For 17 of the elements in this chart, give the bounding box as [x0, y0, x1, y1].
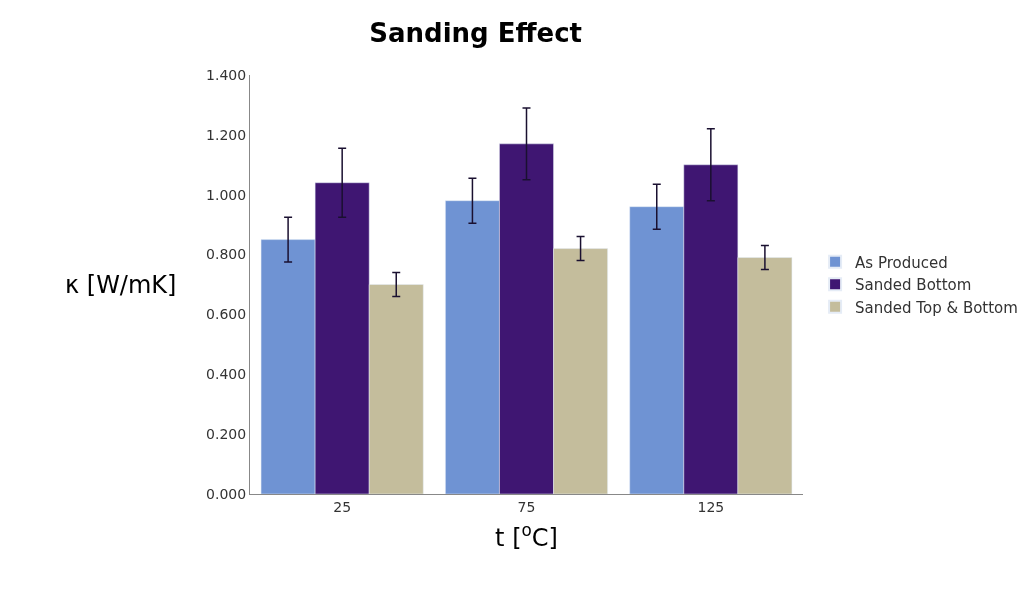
y-tick-label: 1.200: [206, 126, 247, 143]
y-tick-label: 0.400: [206, 366, 247, 383]
y-tick-label: 0.600: [206, 306, 247, 323]
chart-title: Sanding Effect: [369, 17, 583, 48]
x-tick-label: 25: [333, 498, 352, 515]
x-axis-title: t [$^{o}$C]: [495, 520, 558, 553]
legend-label: Sanded Bottom: [855, 276, 972, 295]
x-tick-label: 125: [697, 498, 725, 515]
y-tick-label: 0.200: [206, 426, 247, 443]
legend-label: As Produced: [855, 253, 948, 272]
y-axis-title: κ [W/mK]: [65, 271, 177, 299]
y-tick-label: 0.000: [206, 485, 247, 502]
y-tick-label: 1.400: [206, 66, 247, 83]
y-tick-label: 0.800: [206, 246, 247, 263]
y-tick-label: 1.000: [206, 186, 247, 203]
x-tick-label: 75: [517, 498, 536, 515]
legend-label: Sanded Top & Bottom: [855, 298, 1018, 317]
